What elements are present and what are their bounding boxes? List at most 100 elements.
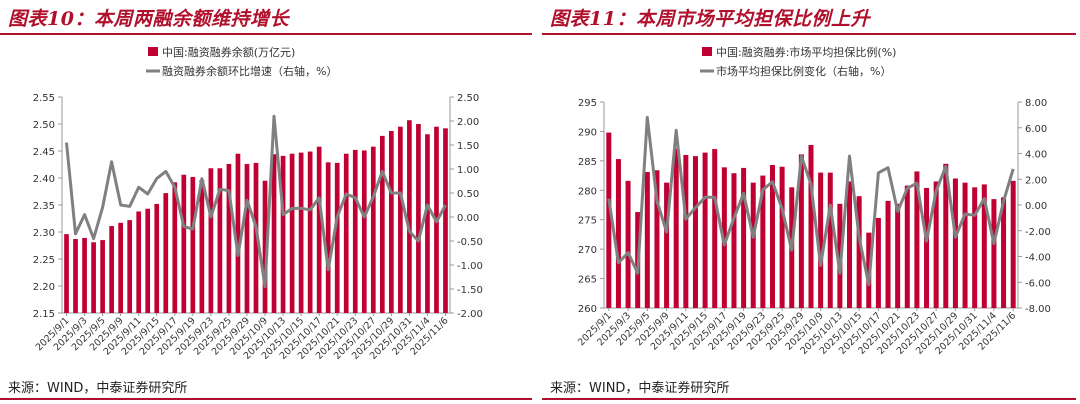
y-right-tick-label: 2.00 — [457, 117, 479, 128]
bar — [73, 239, 78, 313]
bar — [991, 199, 997, 308]
y-right-tick-label: 1.00 — [457, 165, 479, 176]
bar — [91, 242, 96, 313]
bar — [654, 170, 660, 308]
bar — [217, 168, 223, 313]
title-rule — [542, 33, 1076, 35]
bar — [298, 152, 304, 313]
bar — [199, 180, 205, 313]
y-right-tick-label: 1.50 — [457, 141, 479, 152]
bar — [683, 154, 689, 308]
bar — [731, 173, 737, 308]
bar — [343, 153, 349, 313]
y-right-tick-label: 0.50 — [457, 189, 479, 200]
y-left-tick-label: 295 — [578, 98, 597, 109]
bar — [673, 148, 679, 308]
bar — [847, 181, 853, 308]
bar — [136, 211, 142, 313]
y-left-tick-label: 2.30 — [33, 228, 55, 239]
y-left-tick-label: 2.35 — [33, 201, 55, 212]
bar — [750, 182, 756, 308]
bar — [914, 171, 920, 308]
y-right-tick-label: -6.00 — [1025, 278, 1051, 289]
y-right-tick-label: 2.50 — [457, 93, 479, 104]
bar — [981, 184, 987, 308]
y-left-tick-label: 270 — [578, 245, 597, 256]
bar — [361, 150, 367, 313]
y-left-tick-label: 2.15 — [33, 309, 55, 320]
y-left-tick-label: 2.45 — [33, 147, 55, 158]
bar — [952, 178, 958, 308]
legend-label-line: 市场平均担保比例变化（右轴，%） — [716, 64, 891, 78]
bar — [109, 226, 114, 313]
bar — [943, 163, 949, 308]
y-left-tick-label: 280 — [578, 186, 597, 197]
bar — [127, 220, 133, 313]
bar — [827, 172, 833, 308]
y-left-tick-label: 290 — [578, 127, 597, 138]
collateral-ratio-chart: 中国:融资融券:市场平均担保比例(%) 市场平均担保比例变化（右轴，%） 260 26… — [576, 45, 1051, 357]
bar — [416, 124, 421, 313]
source-note: 来源：WIND，中泰证券研究所 — [8, 381, 188, 396]
y-right-tick-label: 0.00 — [457, 213, 479, 224]
bar — [798, 154, 804, 308]
bar — [398, 126, 403, 313]
legend-label-line: 融资融券余额环比增速（右轴，%） — [162, 64, 337, 78]
legend-label-bar: 中国:融资融券:市场平均担保比例(%) — [716, 45, 896, 59]
bar — [118, 222, 123, 313]
bar — [172, 182, 178, 313]
bar — [253, 162, 259, 313]
bar — [712, 149, 718, 308]
bar — [933, 181, 939, 308]
figure-title: 图表10：本周两融余额维持增长 — [8, 8, 289, 30]
bar — [334, 162, 340, 313]
bar — [280, 155, 286, 313]
y-right-tick-label: -4.00 — [1025, 253, 1051, 264]
bar — [615, 159, 621, 308]
bar — [625, 180, 631, 308]
figure-title: 图表11：本周市场平均担保比例上升 — [550, 8, 870, 30]
y-left-tick-label: 2.20 — [33, 282, 55, 293]
bar — [875, 217, 881, 308]
bar — [262, 180, 268, 313]
y-right-tick-label: 2.00 — [1025, 175, 1047, 186]
bar — [962, 182, 968, 308]
bar — [271, 154, 277, 313]
y-right-tick-label: -8.00 — [1025, 304, 1051, 315]
y-right-tick-label: -2.00 — [457, 309, 483, 320]
y-right-tick-label: -0.50 — [457, 237, 483, 248]
bar — [779, 166, 785, 308]
bar — [1001, 197, 1007, 308]
margin-balance-chart: 中国:融资融券余额(万亿元) 融资融券余额环比增速（右轴，%） 2.15 2.20 2.… — [33, 45, 483, 362]
bar — [145, 208, 151, 313]
bottom-rule — [0, 398, 532, 400]
y-left-tick-label: 265 — [578, 275, 597, 286]
bottom-rule — [542, 398, 1076, 400]
bar — [181, 174, 187, 313]
y-right-tick-label: 4.00 — [1025, 150, 1047, 161]
y-right-tick-label: 8.00 — [1025, 98, 1047, 109]
y-left-tick-label: 2.55 — [33, 93, 55, 104]
bar — [325, 162, 331, 313]
bar — [163, 193, 169, 313]
y-left-tick-label: 275 — [578, 216, 597, 227]
bar — [316, 146, 322, 313]
bar — [226, 163, 232, 313]
chart-panel-right: 图表11：本周市场平均担保比例上升 中国:融资融券:市场平均担保比例(%) 市场平… — [542, 0, 1080, 404]
legend-swatch-bar — [702, 47, 712, 56]
bar — [1010, 180, 1016, 308]
source-note: 来源：WIND，中泰证券研究所 — [550, 381, 730, 396]
bar — [760, 175, 766, 308]
title-rule — [0, 33, 532, 35]
bar — [769, 164, 775, 308]
y-right-tick-label: -1.50 — [457, 285, 483, 296]
bar — [702, 152, 708, 308]
y-left-tick-label: 2.40 — [33, 174, 55, 185]
y-right-tick-label: -2.00 — [1025, 227, 1051, 238]
bar — [244, 163, 250, 313]
y-left-tick-label: 260 — [578, 304, 597, 315]
bar — [389, 131, 394, 313]
bar — [82, 237, 87, 313]
bar — [190, 176, 196, 313]
y-left-tick-label: 2.25 — [33, 255, 55, 266]
